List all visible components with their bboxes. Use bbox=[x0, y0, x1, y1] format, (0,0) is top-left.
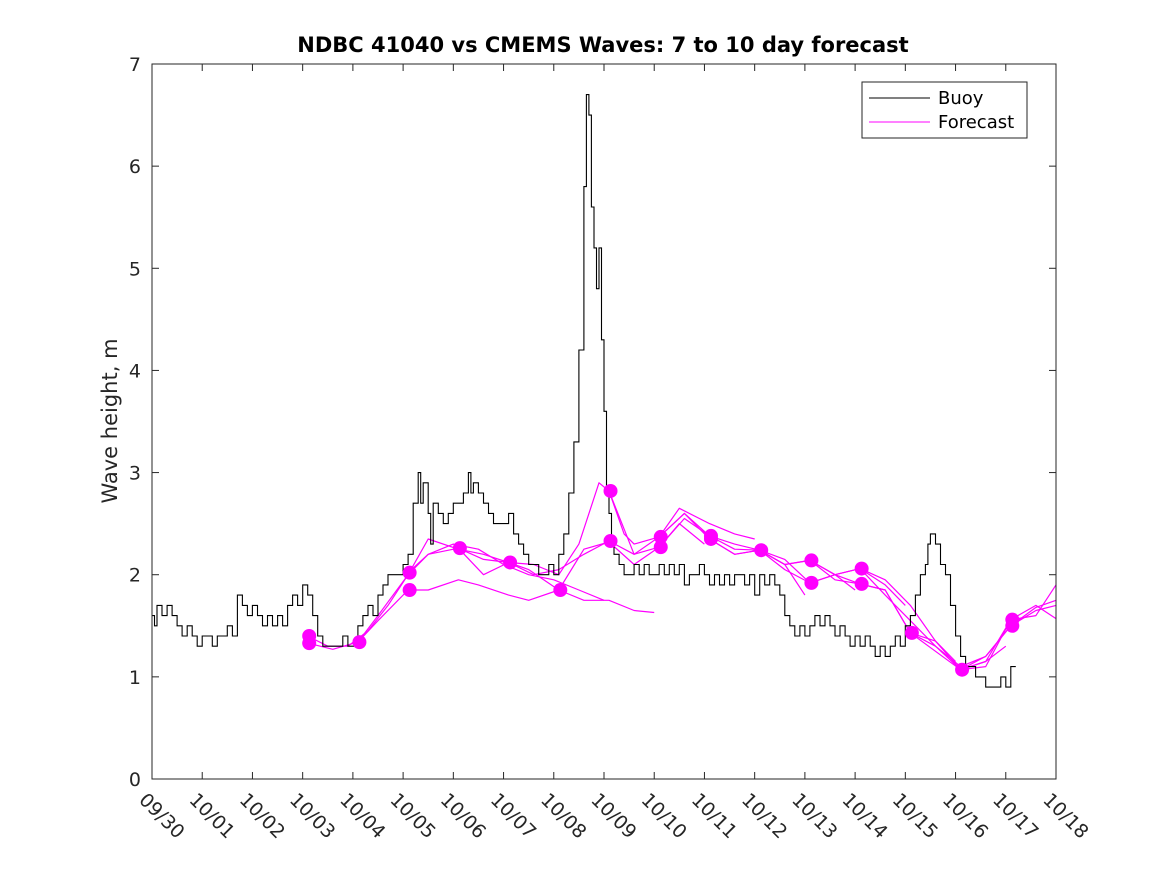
forecast-marker bbox=[402, 583, 417, 598]
forecast-marker bbox=[1005, 618, 1020, 633]
forecast-marker bbox=[854, 561, 869, 576]
forecast-marker bbox=[553, 583, 568, 598]
forecast-marker bbox=[904, 625, 919, 640]
legend-forecast-label: Forecast bbox=[938, 112, 1014, 133]
legend: Buoy Forecast bbox=[861, 81, 1028, 139]
forecast-marker bbox=[804, 575, 819, 590]
forecast-marker bbox=[854, 576, 869, 591]
y-tick-label: 7 bbox=[129, 54, 141, 76]
forecast-marker bbox=[603, 483, 618, 498]
forecast-line-4 bbox=[407, 482, 755, 576]
legend-box bbox=[861, 81, 1028, 139]
y-tick-label: 5 bbox=[129, 258, 141, 280]
y-tick-label: 1 bbox=[129, 667, 141, 689]
forecast-marker bbox=[402, 565, 417, 580]
forecast-marker bbox=[653, 529, 668, 544]
forecast-line-12 bbox=[910, 599, 1057, 668]
y-axis-ticks: 0 1 2 3 4 5 6 7 bbox=[129, 54, 1056, 791]
forecast-marker bbox=[302, 636, 317, 651]
forecast-marker bbox=[603, 534, 618, 549]
forecast-marker bbox=[452, 541, 467, 556]
forecast-marker bbox=[703, 531, 718, 546]
plot-area bbox=[152, 64, 1056, 779]
forecast-line-3 bbox=[357, 522, 705, 643]
chart-title: NDBC 41040 vs CMEMS Waves: 7 to 10 day f… bbox=[297, 33, 908, 57]
forecast-line-7 bbox=[658, 512, 906, 606]
y-tick-label: 0 bbox=[129, 769, 141, 791]
y-tick-label: 6 bbox=[129, 156, 141, 178]
legend-buoy-label: Buoy bbox=[938, 88, 984, 109]
forecast-marker bbox=[955, 662, 970, 677]
y-tick-label: 4 bbox=[129, 360, 141, 382]
forecast-line-2 bbox=[307, 579, 655, 650]
buoy-series-group bbox=[152, 94, 1016, 688]
forecast-marker bbox=[503, 555, 518, 570]
forecast-marker-group bbox=[302, 483, 1020, 677]
forecast-marker bbox=[352, 635, 367, 650]
y-tick-label: 3 bbox=[129, 463, 141, 485]
forecast-marker bbox=[653, 540, 668, 555]
forecast-marker bbox=[804, 553, 819, 568]
buoy-line bbox=[152, 94, 1016, 688]
forecast-marker bbox=[754, 543, 769, 558]
y-tick-label: 2 bbox=[129, 565, 141, 587]
y-axis-label: Wave height, m bbox=[98, 338, 122, 503]
